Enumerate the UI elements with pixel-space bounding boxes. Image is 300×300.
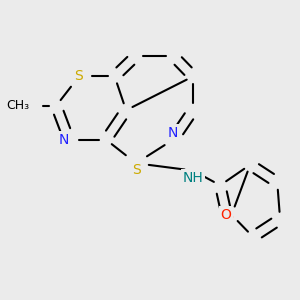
Text: S: S	[75, 69, 83, 83]
Text: N: N	[58, 133, 69, 147]
Text: NH: NH	[183, 171, 203, 184]
Text: O: O	[221, 208, 232, 222]
Text: CH₃: CH₃	[6, 99, 29, 112]
Text: O: O	[222, 211, 233, 225]
Text: N: N	[168, 126, 178, 140]
Text: S: S	[132, 163, 140, 177]
